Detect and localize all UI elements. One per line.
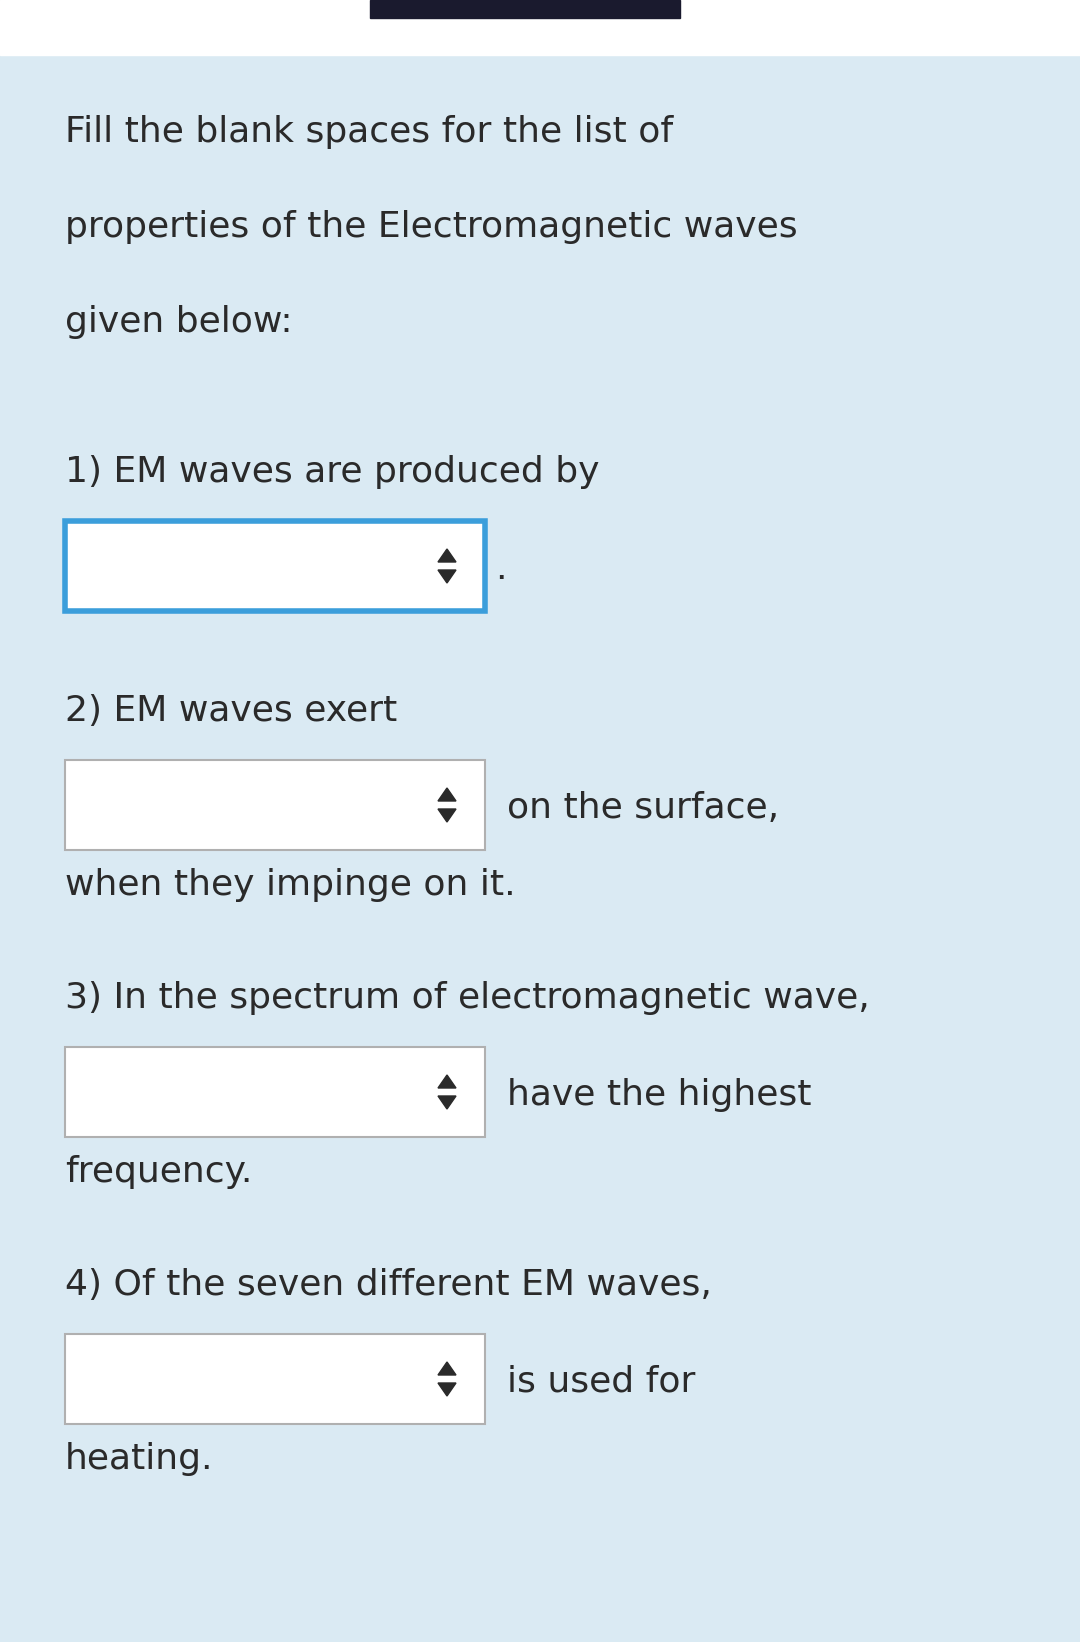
Text: .: . (495, 552, 507, 586)
Bar (65, 1048, 485, 1136)
Bar (0, 0, 1080, 54)
Bar (65, 760, 485, 851)
Bar (65, 1333, 485, 1424)
Text: 3) In the spectrum of electromagnetic wave,: 3) In the spectrum of electromagnetic wa… (65, 980, 869, 1015)
Polygon shape (438, 1076, 456, 1089)
Text: when they impinge on it.: when they impinge on it. (65, 869, 515, 901)
Polygon shape (438, 570, 456, 583)
Text: frequency.: frequency. (65, 1154, 253, 1189)
Polygon shape (438, 788, 456, 801)
Text: is used for: is used for (507, 1365, 696, 1399)
Text: 1) EM waves are produced by: 1) EM waves are produced by (65, 455, 599, 489)
Text: given below:: given below: (65, 305, 293, 338)
Bar (370, 0, 680, 18)
Polygon shape (438, 1361, 456, 1374)
Text: properties of the Electromagnetic waves: properties of the Electromagnetic waves (65, 210, 798, 245)
Polygon shape (438, 1383, 456, 1396)
Bar (65, 521, 485, 611)
Polygon shape (438, 1095, 456, 1108)
Polygon shape (438, 810, 456, 823)
Text: 4) Of the seven different EM waves,: 4) Of the seven different EM waves, (65, 1268, 712, 1302)
Text: heating.: heating. (65, 1442, 214, 1476)
Text: have the highest: have the highest (507, 1079, 811, 1112)
Text: Fill the blank spaces for the list of: Fill the blank spaces for the list of (65, 115, 673, 149)
Text: on the surface,: on the surface, (507, 791, 779, 824)
Text: 2) EM waves exert: 2) EM waves exert (65, 695, 397, 727)
Polygon shape (438, 548, 456, 562)
